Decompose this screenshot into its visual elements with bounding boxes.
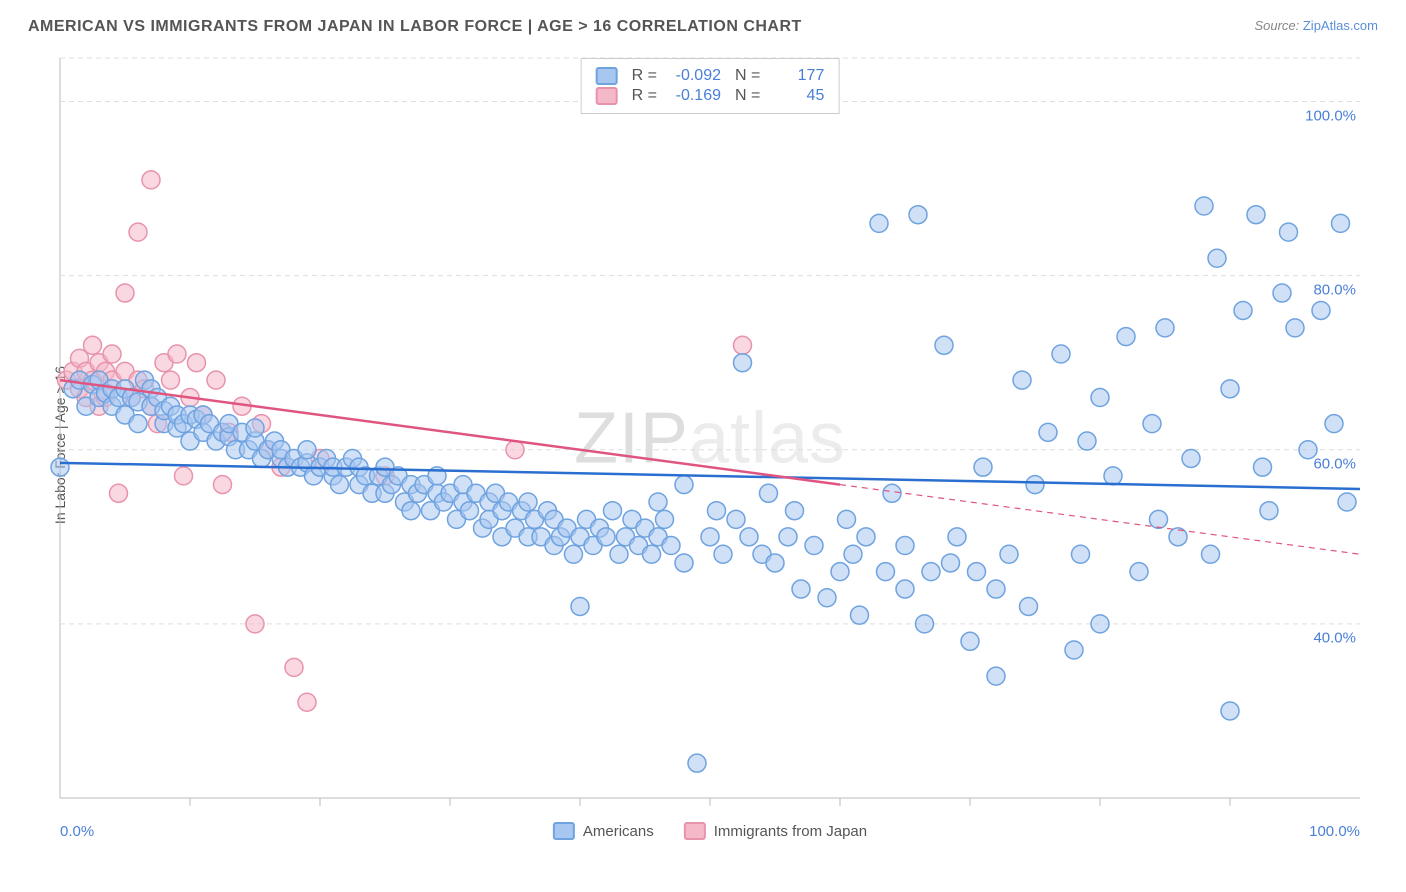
scatter-chart: In Labor Force | Age > 16 ZIPatlas 100.0…	[50, 50, 1370, 840]
legend-stats-row-0: R = -0.092 N = 177	[596, 67, 825, 85]
legend-swatch-americans	[596, 67, 618, 85]
x-max-label: 100.0%	[1309, 823, 1360, 840]
legend-label-immigrants: Immigrants from Japan	[714, 823, 867, 840]
r-value-0: -0.092	[671, 67, 721, 85]
x-min-label: 0.0%	[60, 823, 94, 840]
n-value-0: 177	[774, 67, 824, 85]
chart-title: AMERICAN VS IMMIGRANTS FROM JAPAN IN LAB…	[28, 18, 802, 36]
r-label-1: R =	[632, 87, 657, 105]
chart-header: AMERICAN VS IMMIGRANTS FROM JAPAN IN LAB…	[28, 18, 1378, 36]
legend-label-americans: Americans	[583, 823, 654, 840]
bottom-legend: Americans Immigrants from Japan	[553, 822, 867, 840]
r-label-0: R =	[632, 67, 657, 85]
source-link[interactable]: ZipAtlas.com	[1303, 18, 1378, 33]
source-line: Source: ZipAtlas.com	[1254, 18, 1378, 36]
legend-stats-row-1: R = -0.169 N = 45	[596, 87, 825, 105]
source-prefix: Source:	[1254, 18, 1302, 33]
legend-swatch-immigrants	[596, 87, 618, 105]
bottom-legend-immigrants: Immigrants from Japan	[684, 822, 867, 840]
n-value-1: 45	[774, 87, 824, 105]
legend-swatch-immigrants-icon	[684, 822, 706, 840]
legend-swatch-americans-icon	[553, 822, 575, 840]
n-label-1: N =	[735, 87, 760, 105]
y-tick-label: 80.0%	[1313, 281, 1356, 298]
n-label-0: N =	[735, 67, 760, 85]
chart-svg	[50, 50, 1370, 840]
bottom-legend-americans: Americans	[553, 822, 654, 840]
y-tick-label: 60.0%	[1313, 455, 1356, 472]
legend-stats-box: R = -0.092 N = 177 R = -0.169 N = 45	[581, 58, 840, 114]
y-tick-label: 40.0%	[1313, 629, 1356, 646]
y-tick-label: 100.0%	[1305, 107, 1356, 124]
r-value-1: -0.169	[671, 87, 721, 105]
